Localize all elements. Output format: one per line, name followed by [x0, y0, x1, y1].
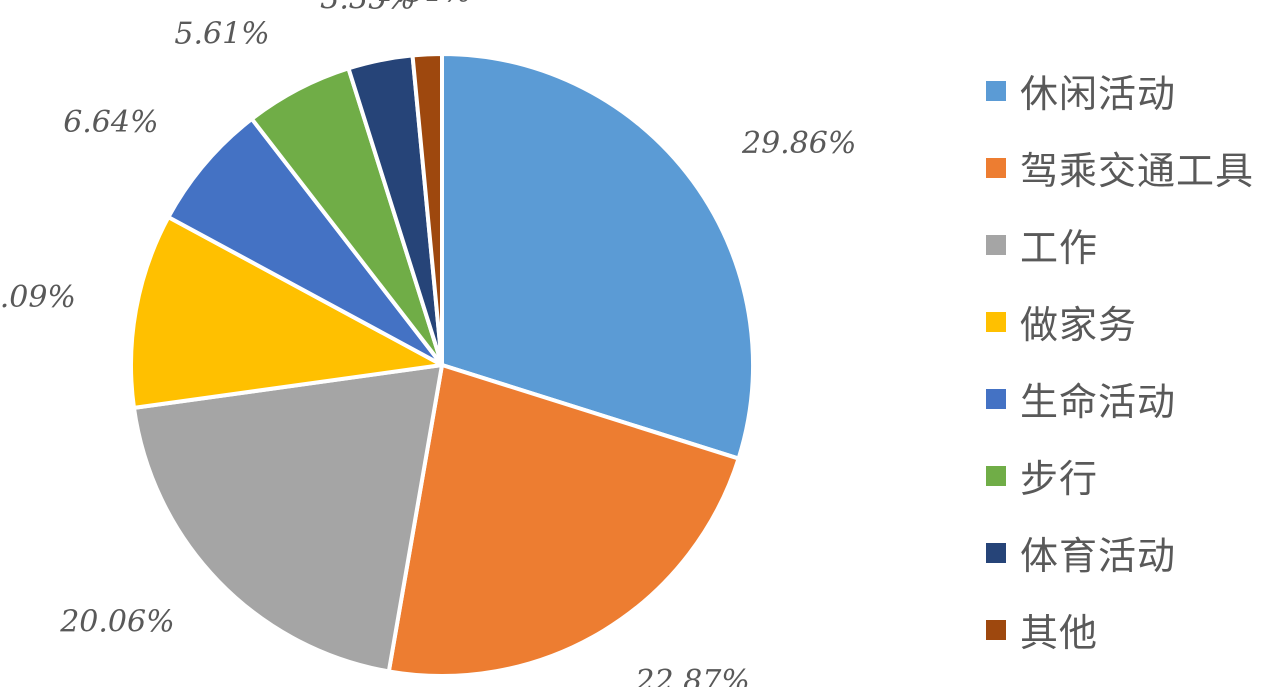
- legend-label: 生命活动: [1020, 380, 1177, 424]
- legend-item-3: 工作: [986, 206, 1277, 283]
- legend-item-6: 步行: [986, 437, 1277, 514]
- legend-label: 工作: [1020, 226, 1099, 270]
- legend-item-1: 休闲活动: [986, 52, 1277, 129]
- pie-slices: [128, 52, 755, 678]
- legend-swatch: [986, 234, 1006, 255]
- data-label-3: 20.06%: [59, 605, 174, 640]
- legend-label: 驾乘交通工具: [1020, 149, 1255, 193]
- data-labels: 29.86% 22.87% 20.06% 10.09% 6.64% 5.61% 3.35%1…: [0, 0, 856, 687]
- pie-slice-4: [128, 215, 444, 410]
- pie-slice-5: [166, 116, 444, 367]
- data-label-8: 1.51%: [377, 0, 472, 9]
- data-label-4: 10.09%: [0, 280, 76, 315]
- legend-item-2: 驾乘交通工具: [986, 129, 1277, 206]
- pie-slice-3: [131, 363, 444, 674]
- pie-slice-2: [386, 363, 741, 678]
- legend-swatch: [986, 311, 1006, 332]
- legend-label: 其他: [1020, 611, 1099, 655]
- legend-swatch: [986, 80, 1006, 101]
- data-label-2: 22.87%: [634, 664, 749, 687]
- legend-swatch: [986, 157, 1006, 178]
- legend-label: 休闲活动: [1020, 72, 1177, 116]
- legend-label: 做家务: [1020, 303, 1138, 347]
- pie-slice-8: [410, 52, 444, 367]
- legend-item-5: 生命活动: [986, 360, 1277, 437]
- data-label-1: 29.86%: [741, 126, 856, 161]
- legend-swatch: [986, 619, 1006, 640]
- legend-swatch: [986, 388, 1006, 409]
- data-label-7: 3.35%: [320, 0, 415, 16]
- data-label-6: 5.61%: [174, 16, 269, 51]
- legend-item-4: 做家务: [986, 283, 1277, 360]
- legend: 休闲活动 驾乘交通工具 工作 做家务 生命活动 步行 体育活动 其他: [986, 52, 1277, 668]
- legend-label: 步行: [1020, 457, 1099, 501]
- pie-slice-1: [440, 52, 755, 461]
- legend-item-8: 其他: [986, 591, 1277, 668]
- legend-item-7: 体育活动: [986, 514, 1277, 591]
- data-label-5: 6.64%: [63, 105, 158, 140]
- legend-swatch: [986, 465, 1006, 486]
- legend-swatch: [986, 542, 1006, 563]
- legend-label: 体育活动: [1020, 534, 1177, 578]
